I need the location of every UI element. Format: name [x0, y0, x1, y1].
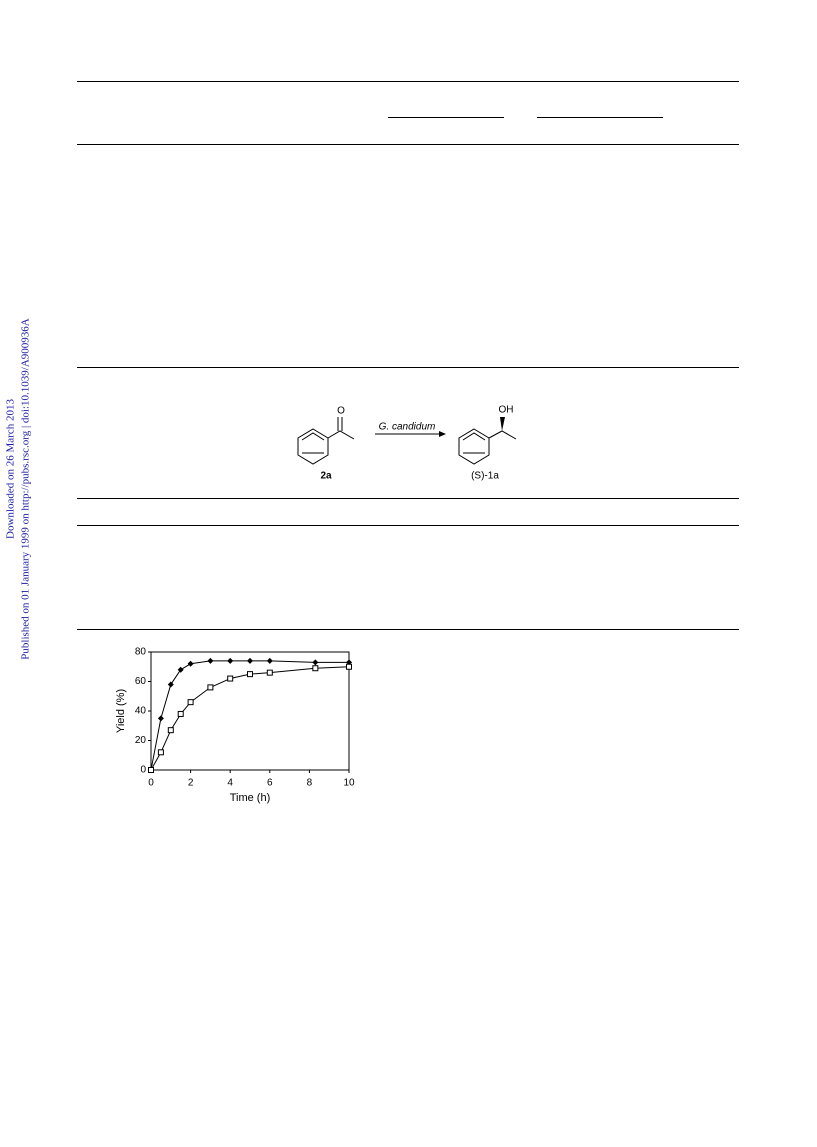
table-rules: [77, 81, 739, 630]
point: [207, 684, 214, 691]
point: [177, 666, 184, 673]
point: [157, 749, 164, 756]
y-tick-label: 0: [140, 765, 146, 776]
x-axis-label: Time (h): [230, 792, 271, 804]
x-tick-label: 6: [267, 778, 273, 789]
point: [312, 665, 319, 672]
y-tick-label: 20: [135, 735, 147, 746]
atom-label: O: [337, 406, 345, 417]
point: [148, 767, 154, 773]
bond: [327, 430, 355, 440]
watermark-line: Published on 01 January 1999 on http://p…: [20, 318, 32, 660]
benzene-ring: [297, 428, 329, 465]
compound-label: (S)-1a: [471, 471, 499, 482]
point: [247, 671, 253, 678]
x-tick-label: 2: [188, 778, 194, 789]
point: [207, 657, 214, 664]
ring-bond: [462, 432, 486, 441]
x-tick-label: 10: [343, 778, 355, 789]
chart: 0 2 4 6 8 10 0 20 40 60 80 Time (h) Yield (%): [115, 647, 355, 804]
point: [266, 657, 273, 664]
point: [187, 699, 194, 706]
point: [227, 675, 234, 682]
series-line: [150, 666, 350, 771]
x-tick-label: 8: [307, 778, 313, 789]
point: [157, 715, 164, 722]
point: [266, 669, 273, 676]
x-tick-label: 4: [227, 778, 233, 789]
ring-bond: [301, 432, 325, 441]
point: [187, 660, 194, 667]
y-tick-label: 40: [135, 706, 147, 717]
arrow-head: [439, 431, 446, 437]
y-axis-label: Yield (%): [115, 689, 127, 733]
point: [177, 710, 184, 717]
x-tick-label: 0: [148, 778, 154, 789]
wedge-bond: [500, 417, 505, 431]
reaction-scheme: O G. candidum OH 2a (S)-1a: [297, 405, 517, 482]
point: [167, 727, 174, 734]
point: [167, 681, 174, 688]
y-tick-label: 80: [135, 647, 147, 658]
atom-label: OH: [499, 405, 514, 416]
bond: [488, 430, 517, 440]
point: [312, 659, 319, 666]
reagent: G. candidum: [379, 422, 436, 433]
benzene-ring: [458, 428, 490, 465]
y-tick-label: 60: [135, 676, 147, 687]
watermark-line: Downloaded on 26 March 2013: [5, 399, 17, 539]
point: [346, 663, 352, 670]
point: [227, 657, 234, 664]
point: [247, 657, 253, 664]
compound-label: 2a: [320, 471, 332, 482]
